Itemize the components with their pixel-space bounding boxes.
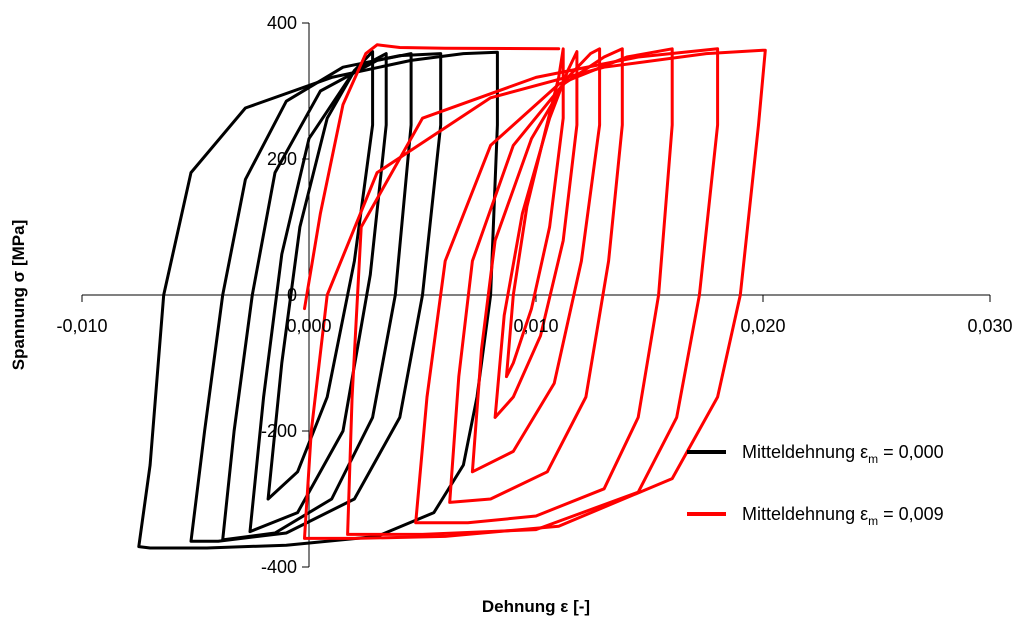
hysteresis-loop-series-0-4 — [266, 50, 375, 501]
y-tick-label: 200 — [267, 149, 297, 169]
legend: Mitteldehnung εm = 0,000 Mitteldehnung ε… — [687, 442, 944, 528]
x-tick-label: -0,010 — [56, 316, 107, 336]
x-tick-label: 0,010 — [513, 316, 558, 336]
series-curves — [137, 43, 767, 550]
hysteresis-loop-series-1-4 — [470, 47, 602, 474]
hysteresis-loop-series-1-3 — [448, 47, 624, 504]
hysteresis-loop-series-1-5 — [493, 50, 579, 419]
hysteresis-loop-series-1-0 — [303, 48, 767, 540]
y-tick-label: -200 — [261, 421, 297, 441]
x-tick-label: 0,000 — [286, 316, 331, 336]
hysteresis-loop-series-0-1 — [189, 52, 443, 543]
x-tick-label: 0,030 — [967, 316, 1012, 336]
legend-label-mean-strain-0009: Mitteldehnung εm = 0,009 — [742, 504, 944, 528]
hysteresis-loop-series-0-0 — [137, 50, 499, 550]
hysteresis-loop-series-1-7 — [303, 43, 561, 311]
y-tick-label: 400 — [267, 13, 297, 33]
x-axis-title: Dehnung ε [-] — [482, 597, 590, 616]
hysteresis-loop-series-0-2 — [221, 52, 413, 542]
x-tick-label: 0,020 — [740, 316, 785, 336]
series-1 — [303, 43, 767, 540]
tick-labels: -0,010 0,000 0,010 0,020 0,030 -400 -200 0 200 40… — [56, 13, 1012, 577]
hysteresis-loop-series-1-2 — [414, 47, 674, 525]
hysteresis-loop-series-1-1 — [346, 47, 720, 536]
legend-label-mean-strain-0000: Mitteldehnung εm = 0,000 — [742, 442, 944, 466]
hysteresis-loop-series-0-3 — [248, 52, 388, 534]
y-tick-label: -400 — [261, 557, 297, 577]
hysteresis-loop-series-1-6 — [505, 47, 565, 379]
y-tick-label: 0 — [287, 285, 297, 305]
series-0 — [137, 50, 499, 550]
y-axis-title: Spannung σ [MPa] — [9, 220, 28, 370]
